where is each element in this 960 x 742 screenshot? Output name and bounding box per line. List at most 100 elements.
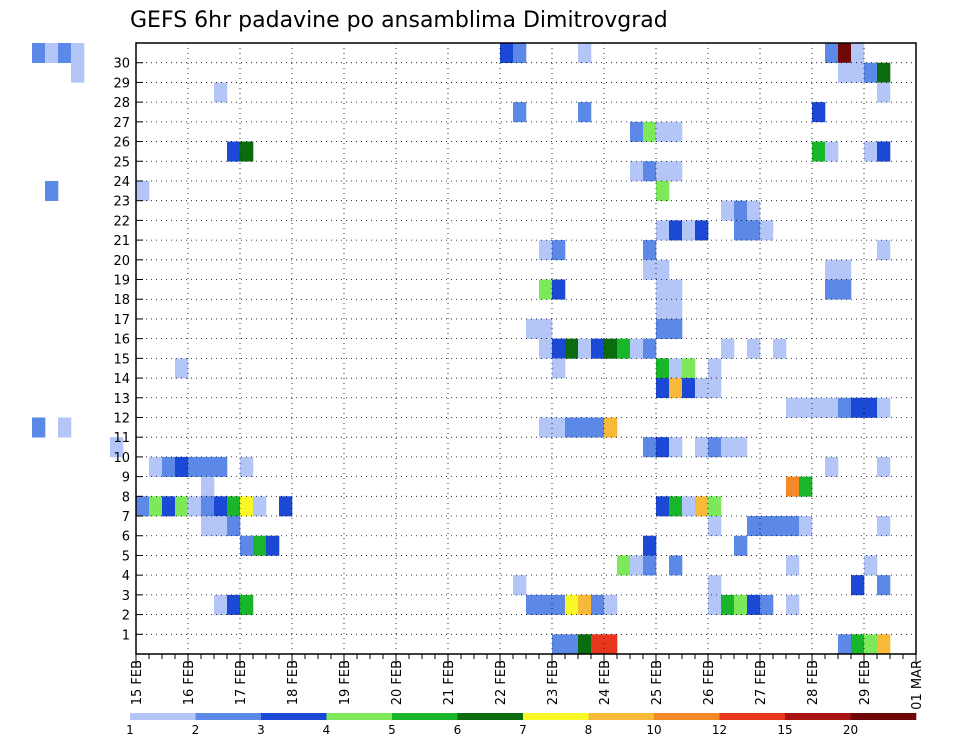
heatmap-cell [773,338,787,359]
heatmap-cell [838,62,852,83]
heatmap-cell [760,516,774,537]
x-tick-label: 25 FEB [650,660,665,705]
heatmap-cell [877,456,891,477]
heatmap-cell [552,240,566,261]
heatmap-cell [32,43,46,64]
colorbar-swatch [457,713,524,720]
y-tick-label: 20 [113,254,130,269]
heatmap-cell [214,496,228,517]
heatmap-cell [526,318,540,339]
heatmap-cell [253,535,267,556]
y-axis: 1234567891011121314151617181920212223242… [113,57,143,643]
heatmap-cell [721,200,735,221]
colorbar-swatch [785,713,851,720]
heatmap-cell [188,496,202,517]
heatmap-cell [669,161,683,182]
y-tick-label: 6 [122,530,130,545]
heatmap-cell [877,397,891,418]
heatmap-cell [773,516,787,537]
heatmap-cell [669,279,683,300]
heatmap-cell [513,102,527,123]
heatmap-cell [682,220,696,241]
heatmap-cell [708,358,722,379]
heatmap-cell [240,141,254,162]
heatmap-cell [708,575,722,596]
heatmap-cell [760,594,774,615]
heatmap-cell [578,417,592,438]
heatmap-cell [201,496,215,517]
heatmap-cell [630,555,644,576]
heatmap-cell [552,634,566,655]
heatmap-cell [838,397,852,418]
heatmap-cell [695,496,709,517]
heatmap-cell [526,594,540,615]
heatmap-cell [604,338,618,359]
heatmap-cell [825,397,839,418]
y-tick-label: 24 [113,175,130,190]
heatmap-cell [669,121,683,142]
heatmap-cell [578,102,592,123]
heatmap-cell [734,220,748,241]
colorbar-label: 10 [646,723,661,737]
heatmap-cell [591,338,605,359]
heatmap-cell [565,417,579,438]
heatmap-cell [721,594,735,615]
heatmap-cells [32,43,891,655]
heatmap-cell [643,555,657,576]
colorbar: 1 2 3 4 5 6 7 8 10 12 15 20 [126,713,917,737]
heatmap-cell [812,397,826,418]
heatmap-cell [227,594,241,615]
colorbar-label: 7 [519,723,527,737]
heatmap-cell [747,594,761,615]
heatmap-cell [682,378,696,399]
colorbar-label: 8 [585,723,593,737]
heatmap-cell [656,279,670,300]
heatmap-cell [175,496,189,517]
heatmap-cell [110,437,124,458]
heatmap-cell [877,575,891,596]
heatmap-cell [669,496,683,517]
heatmap-cell [591,594,605,615]
heatmap-cell [513,575,527,596]
heatmap-cell [656,220,670,241]
heatmap-cell [656,299,670,320]
y-tick-label: 13 [113,392,130,407]
heatmap-cell [812,102,826,123]
y-tick-label: 5 [122,549,130,564]
y-tick-label: 27 [113,116,130,131]
y-tick-label: 21 [113,234,130,249]
y-tick-label: 29 [113,76,130,91]
colorbar-label: 2 [192,723,200,737]
y-tick-label: 3 [122,589,130,604]
colorbar-label: 12 [712,723,727,737]
heatmap-cell [825,259,839,280]
heatmap-cell [71,43,85,64]
heatmap-cell [851,634,865,655]
heatmap-cell [188,456,202,477]
colorbar-label: 1 [126,723,134,737]
y-tick-label: 14 [113,372,130,387]
heatmap-cell [565,594,579,615]
heatmap-cell [643,121,657,142]
heatmap-cell [851,575,865,596]
heatmap-cell [851,43,865,64]
heatmap-cell [201,476,215,497]
heatmap-cell [864,397,878,418]
heatmap-cell [877,141,891,162]
heatmap-cell [682,496,696,517]
heatmap-cell [656,121,670,142]
heatmap-cell [656,437,670,458]
heatmap-cell [695,437,709,458]
x-tick-label: 26 FEB [702,660,717,705]
heatmap-cell [734,437,748,458]
heatmap-cell [552,417,566,438]
heatmap-cell [578,338,592,359]
y-tick-label: 7 [122,510,130,525]
heatmap-cell [266,535,280,556]
heatmap-cell [604,594,618,615]
heatmap-cell [825,279,839,300]
colorbar-label: 5 [388,723,396,737]
heatmap-cell [630,121,644,142]
heatmap-cell [851,62,865,83]
heatmap-cell [227,496,241,517]
